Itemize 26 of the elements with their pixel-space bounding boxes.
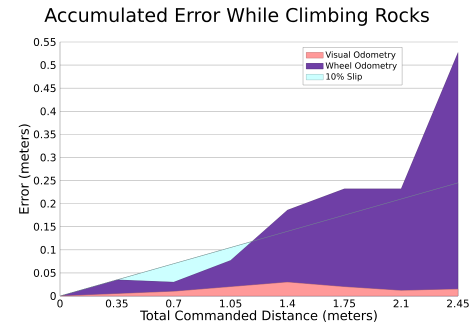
x-axis-title: Total Commanded Distance (meters) (140, 310, 377, 322)
x-tick-label: 2.1 (394, 300, 408, 308)
y-tick-label: 0.4 (40, 107, 56, 116)
y-tick-label: 0.2 (40, 200, 56, 208)
x-tick-label: 0.35 (106, 300, 128, 308)
y-tick-label: 0.45 (34, 84, 56, 92)
y-tick-label: 0.25 (34, 176, 56, 184)
x-tick-label: 2.45 (447, 300, 469, 308)
x-tick-label: 1.4 (280, 300, 296, 308)
y-axis-title: Error (meters) (18, 124, 30, 214)
y-tick-label: 0.05 (34, 268, 56, 277)
x-tick-label: 1.75 (334, 300, 356, 308)
y-tick-label: 0.55 (34, 38, 56, 46)
legend-label: Wheel Odometry (326, 62, 397, 70)
chart-title: Accumulated Error While Climbing Rocks (44, 8, 429, 26)
x-tick-label: 0 (57, 300, 63, 308)
y-tick-label: 0.3 (40, 153, 56, 162)
y-tick-label: 0.35 (34, 130, 56, 138)
y-tick-label: 0.15 (34, 222, 56, 231)
x-tick-label: 1.05 (220, 300, 242, 308)
x-tick-label: 0.7 (166, 300, 182, 308)
legend-label: 10% Slip (326, 73, 362, 82)
y-tick-label: 0 (50, 292, 56, 300)
y-tick-label: 0.5 (40, 61, 56, 70)
y-tick-label: 0.1 (40, 246, 56, 254)
legend-label: Visual Odometry (325, 51, 396, 60)
